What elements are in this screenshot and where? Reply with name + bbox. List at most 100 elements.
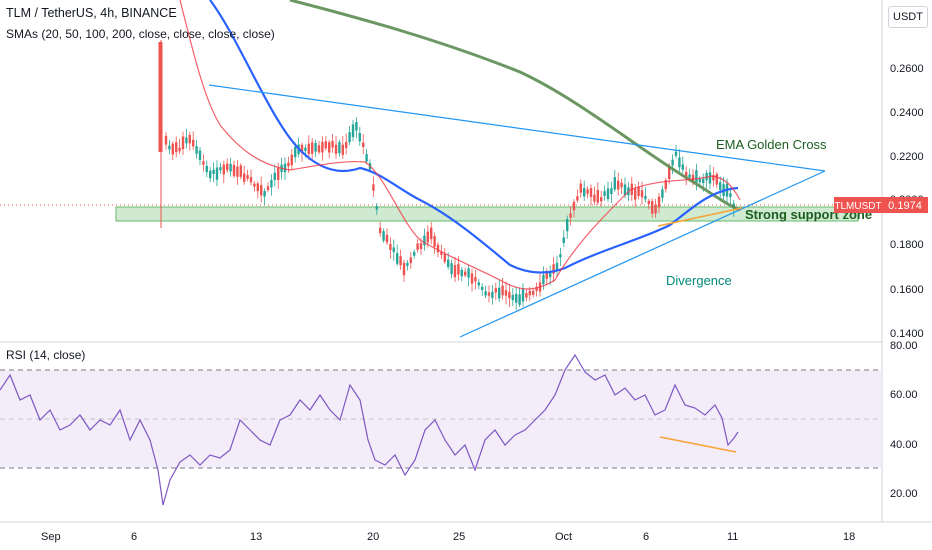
candle-body — [324, 141, 327, 149]
candle-body — [712, 175, 715, 181]
time-label: 13 — [250, 531, 262, 543]
candle-body — [579, 183, 582, 193]
candle-body — [562, 237, 565, 244]
rsi-tick: 20.00 — [890, 488, 918, 500]
candle-body — [263, 190, 266, 197]
support-zone-box[interactable] — [115, 206, 859, 222]
candle-body — [436, 244, 440, 253]
time-label: 6 — [131, 531, 137, 543]
candle-body — [715, 173, 718, 185]
candle-body — [215, 167, 219, 180]
rsi-axis[interactable]: 80.00 60.00 40.00 20.00 — [890, 340, 918, 500]
candle-body — [229, 163, 232, 172]
candle-body — [695, 170, 698, 183]
candle-body — [430, 227, 433, 240]
candle-body — [219, 167, 222, 171]
price-candles — [158, 40, 735, 310]
candle-body — [467, 268, 470, 278]
price-tick: 0.1600 — [890, 284, 924, 296]
candle-body — [331, 141, 334, 148]
rsi-divergence-line[interactable] — [659, 436, 737, 453]
candle-body — [419, 243, 423, 250]
candle-body — [464, 271, 467, 276]
price-tick: 0.1800 — [890, 239, 924, 251]
candle-body — [358, 133, 361, 142]
candle-body — [484, 291, 487, 296]
time-label: 20 — [367, 531, 379, 543]
candle-body — [664, 180, 667, 190]
candle-body — [474, 277, 477, 282]
candle-body — [304, 147, 307, 152]
candle-body — [685, 171, 688, 177]
candle-body — [688, 174, 691, 178]
candle-body — [416, 243, 419, 250]
candle-body — [532, 290, 535, 295]
candle-body — [617, 180, 620, 190]
candle-body — [192, 139, 195, 147]
symbol-price-badge[interactable]: TLMUSDT 0.1974 — [834, 197, 928, 213]
candle-body — [348, 132, 351, 143]
candle-body — [300, 144, 304, 154]
candle-body — [470, 273, 474, 284]
candle-body — [341, 144, 344, 155]
current-price-label: 0.1974 — [888, 200, 922, 212]
upper-trendline[interactable] — [208, 84, 826, 172]
candle-body — [392, 247, 395, 253]
candle-body — [321, 142, 324, 153]
candle-body — [613, 177, 616, 190]
candle-body — [637, 186, 640, 197]
candle-body — [661, 189, 664, 198]
currency-button[interactable]: USDT — [888, 6, 928, 28]
candle-body — [729, 193, 732, 198]
candle-body — [171, 143, 174, 155]
candle-body — [450, 263, 453, 275]
candle-body — [498, 287, 501, 299]
divergence-annotation: Divergence — [666, 273, 732, 288]
time-label: Sep — [41, 531, 61, 543]
symbol-title[interactable]: TLM / TetherUS, 4h, BINANCE — [6, 6, 177, 20]
candle-body — [256, 183, 259, 192]
candle-body — [253, 183, 256, 187]
candle-body — [460, 269, 463, 277]
candle-body — [583, 187, 586, 197]
candle-body — [294, 147, 297, 158]
sma-legend[interactable]: SMAs (20, 50, 100, 200, close, close, cl… — [6, 27, 275, 41]
candle-body — [606, 188, 610, 200]
candle-body — [158, 42, 163, 152]
candle-body — [552, 264, 555, 274]
candle-body — [610, 188, 613, 195]
candle-body — [168, 145, 171, 150]
price-divergence-line[interactable] — [657, 207, 743, 227]
candle-body — [447, 259, 450, 268]
candle-body — [355, 121, 358, 131]
candle-body — [372, 184, 375, 191]
candle-body — [413, 251, 416, 256]
candle-body — [365, 154, 368, 162]
candle-body — [508, 292, 511, 299]
candle-body — [440, 252, 443, 256]
candle-body — [487, 292, 491, 296]
lower-trendline[interactable] — [459, 170, 826, 338]
time-label: 11 — [727, 531, 738, 543]
candle-body — [345, 141, 348, 149]
candle-body — [317, 145, 321, 153]
candle-body — [236, 166, 239, 177]
rsi-tick: 80.00 — [890, 340, 918, 352]
candle-body — [481, 286, 484, 290]
candle-body — [334, 144, 338, 154]
candle-body — [375, 206, 378, 210]
candle-body — [406, 262, 409, 267]
candle-body — [566, 219, 569, 232]
candle-body — [644, 195, 647, 200]
rsi-legend[interactable]: RSI (14, close) — [6, 348, 86, 362]
candle-body — [243, 173, 246, 182]
candle-body — [678, 157, 681, 168]
candle-body — [195, 146, 198, 154]
candle-body — [212, 169, 215, 174]
candle-body — [232, 164, 236, 176]
candle-body — [382, 231, 385, 241]
time-axis[interactable]: Sep 6 13 20 25 Oct 6 11 18 — [41, 531, 855, 543]
candle-body — [654, 204, 657, 214]
price-tick: 0.2400 — [890, 107, 924, 119]
